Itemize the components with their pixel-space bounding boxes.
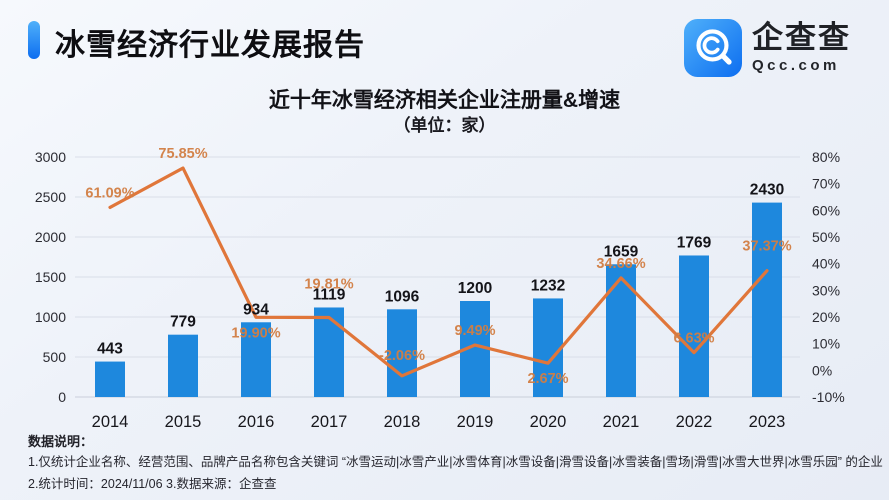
left-axis-tick-label: 0 [58, 389, 66, 405]
growth-percent-label: 19.81% [304, 277, 353, 293]
bar-value-label: 1096 [385, 288, 420, 305]
bar [752, 202, 782, 397]
x-axis-label: 2019 [457, 413, 494, 431]
x-axis-label: 2018 [384, 413, 421, 431]
growth-percent-label: 61.09% [85, 185, 134, 201]
x-axis-label: 2021 [603, 413, 640, 431]
bar [241, 322, 271, 397]
right-axis-tick-label: 50% [812, 229, 840, 245]
bar-value-label: 1232 [531, 277, 565, 294]
bar-value-label: 1659 [604, 243, 639, 260]
note-line-2: 2.统计时间：2024/11/06 3.数据来源：企查查 [28, 477, 277, 491]
right-axis-tick-label: 30% [812, 282, 840, 298]
bar [95, 361, 125, 397]
growth-percent-label: -2.06% [379, 348, 425, 364]
x-axis-label: 2022 [676, 413, 713, 431]
qcc-logo-icon [684, 19, 742, 77]
bar-value-label: 1119 [313, 286, 346, 303]
chart-subtitle: （单位：家） [393, 116, 496, 135]
bar-value-label: 2430 [750, 182, 784, 199]
right-axis-tick-label: 60% [812, 202, 840, 218]
x-axis-label: 2016 [238, 413, 275, 431]
x-axis-label: 2023 [749, 413, 786, 431]
chart-title: 近十年冰雪经济相关企业注册量&增速 [268, 89, 621, 112]
x-axis-label: 2020 [530, 413, 567, 431]
right-axis-tick-label: 70% [812, 176, 840, 192]
brand-domain: Qcc.com [752, 57, 840, 74]
left-axis-tick-label: 1000 [35, 309, 66, 325]
bar-value-label: 779 [170, 314, 196, 331]
growth-line [108, 166, 769, 378]
bar [679, 255, 709, 397]
brand-text: 企查查 Qcc.com [752, 21, 851, 75]
right-axis-tick-label: 40% [812, 256, 840, 272]
notes-block: 数据说明： 1.仅统计企业名称、经营范围、品牌产品名称包含关键词 “冰雪运动|冰… [28, 433, 883, 495]
bar [387, 309, 417, 397]
right-axis-tick-label: 80% [812, 149, 840, 165]
bar-value-label: 1200 [458, 280, 492, 297]
right-axis-tick-label: 0% [812, 362, 832, 378]
bar-value-label: 1769 [677, 234, 712, 251]
bar [533, 298, 563, 397]
chart-svg: 3000 2500 2000 1500 1000 500 0 80% 70% 60% 50% 40% 3… [35, 146, 845, 431]
growth-percent-label: 34.66% [596, 256, 645, 272]
x-axis-label: 2014 [92, 413, 129, 431]
x-axis-label: 2017 [311, 413, 348, 431]
left-axis-tick-label: 500 [43, 349, 67, 365]
growth-percent-label: 19.90% [231, 325, 280, 341]
brand-block: 企查查 Qcc.com [684, 19, 851, 77]
bar-value-label: 934 [243, 301, 269, 318]
report-title: 冰雪经济行业发展报告 [55, 29, 365, 62]
growth-percent-label: 6.63% [673, 331, 714, 347]
title-accent-bar [28, 21, 40, 59]
left-axis-tick-label: 1500 [35, 269, 66, 285]
right-axis-tick-label: 10% [812, 336, 840, 352]
notes-heading: 数据说明： [28, 434, 94, 449]
bar [606, 264, 636, 397]
left-axis-tick-label: 3000 [35, 149, 66, 165]
growth-percent-label: 9.49% [454, 323, 495, 339]
growth-percent-label: 75.85% [158, 146, 207, 162]
right-axis-tick-label: 20% [812, 309, 840, 325]
growth-percent-label: 2.67% [527, 371, 568, 387]
right-axis-tick-label: -10% [812, 389, 845, 405]
left-axis-tick-label: 2000 [35, 229, 66, 245]
bar [168, 334, 198, 397]
x-axis-label: 2015 [165, 413, 202, 431]
left-axis-tick-label: 2500 [35, 189, 66, 205]
brand-name: 企查查 [752, 20, 851, 55]
chart-canvas: 3000 2500 2000 1500 1000 500 0 80% 70% 60% 50% 40% 3… [0, 140, 889, 445]
note-line-1: 1.仅统计企业名称、经营范围、品牌产品名称包含关键词 “冰雪运动|冰雪产业|冰雪… [28, 455, 883, 469]
growth-percent-label: 37.37% [742, 239, 791, 255]
bar-value-label: 443 [97, 341, 123, 358]
bar [314, 307, 344, 397]
